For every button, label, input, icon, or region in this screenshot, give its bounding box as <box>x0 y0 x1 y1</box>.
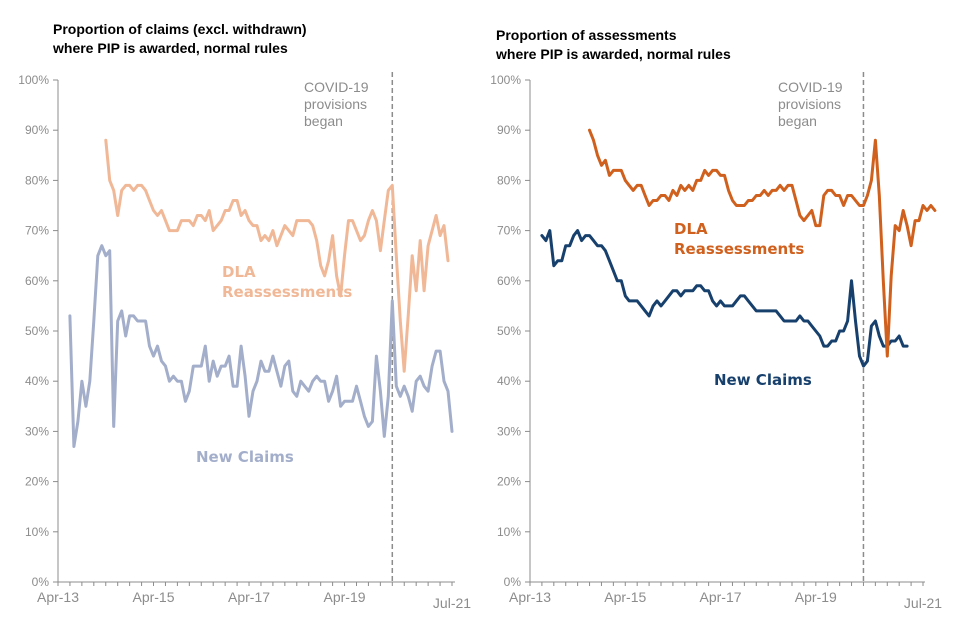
y-tick-label: 60% <box>25 274 49 288</box>
series-label: DLA Reassessments <box>222 263 352 301</box>
y-tick-label: 30% <box>25 424 49 438</box>
y-tick-label: 40% <box>497 374 521 388</box>
x-tick-label: Apr-13 <box>509 589 551 605</box>
y-tick-label: 90% <box>25 123 49 137</box>
y-tick-label: 100% <box>18 73 49 87</box>
y-tick-label: 10% <box>25 525 49 539</box>
right-chart-svg: 0% 10% 20% 30% 40% 50% 60% 70% 80% 90% 100% Apr-13 A… <box>490 72 942 611</box>
x-tick-label: Apr-15 <box>604 589 646 605</box>
y-tick-label: 0% <box>504 575 522 589</box>
annotation-line: COVID-19 <box>778 79 843 95</box>
annotation-line: provisions <box>304 96 367 112</box>
y-tick-label: 50% <box>25 324 49 338</box>
y-tick-label: 70% <box>25 224 49 238</box>
left-chart-panel: Proportion of claims (excl. withdrawn) w… <box>18 21 471 611</box>
series-line-new-claims <box>68 244 454 448</box>
covid-annotation: COVID-19 provisions began <box>304 79 369 129</box>
series-label-line: Reassessments <box>674 240 804 258</box>
x-tick-label: Jul-21 <box>433 595 471 611</box>
series-label-line: New Claims <box>196 448 294 466</box>
x-tick-label: Apr-19 <box>324 589 366 605</box>
chart-title: Proportion of claims (excl. withdrawn) w… <box>53 21 307 56</box>
right-chart-panel: Proportion of assessments where PIP is a… <box>480 0 960 640</box>
y-tick-label: 60% <box>497 274 521 288</box>
y-tick-label: 80% <box>497 173 521 187</box>
series-label-line: DLA <box>674 220 708 238</box>
y-tick-label: 50% <box>497 324 521 338</box>
series-label: DLA Reassessments <box>674 220 804 258</box>
x-tick-label: Apr-17 <box>700 589 742 605</box>
y-tick-label: 20% <box>497 475 521 489</box>
x-tick-label: Apr-17 <box>228 589 270 605</box>
x-tick-label: Jul-21 <box>904 595 942 611</box>
series-label-line: Reassessments <box>222 283 352 301</box>
series-label: New Claims <box>714 371 812 389</box>
series-line-dla-reassessments <box>588 128 937 358</box>
y-tick-label: 100% <box>490 73 521 87</box>
covid-annotation: COVID-19 provisions began <box>778 79 843 129</box>
annotation-line: COVID-19 <box>304 79 369 95</box>
x-tick-label: Apr-19 <box>795 589 837 605</box>
series-label-line: New Claims <box>714 371 812 389</box>
x-tick-label: Apr-13 <box>37 589 79 605</box>
y-tick-label: 10% <box>497 525 521 539</box>
series-line-dla-reassessments <box>104 138 450 373</box>
y-tick-label: 80% <box>25 173 49 187</box>
x-tick-label: Apr-15 <box>132 589 174 605</box>
y-tick-label: 70% <box>497 224 521 238</box>
chart-title: Proportion of assessments where PIP is a… <box>496 27 731 62</box>
y-tick-label: 90% <box>497 123 521 137</box>
left-chart-svg: 0% 10% 20% 30% 40% 50% 60% 70% 80% 90% 100% Apr-13 A… <box>18 72 471 611</box>
y-tick-label: 40% <box>25 374 49 388</box>
series-label-line: DLA <box>222 263 256 281</box>
y-tick-label: 30% <box>497 424 521 438</box>
y-tick-label: 20% <box>25 475 49 489</box>
annotation-line: began <box>778 113 817 129</box>
annotation-line: began <box>304 113 343 129</box>
series-label: New Claims <box>196 448 294 466</box>
annotation-line: provisions <box>778 96 841 112</box>
y-tick-label: 0% <box>32 575 50 589</box>
